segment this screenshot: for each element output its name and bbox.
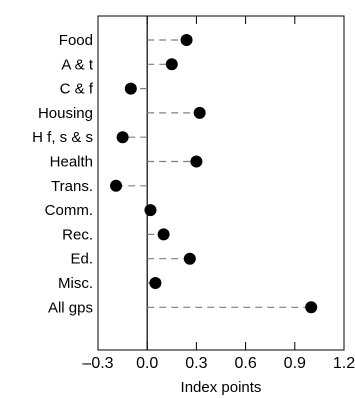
category-label: All gps — [48, 299, 93, 316]
category-label: C & f — [60, 81, 94, 98]
category-label: Rec. — [62, 226, 93, 243]
plot-frame — [97, 15, 345, 351]
x-axis-title: Index points — [181, 379, 262, 396]
data-point — [157, 228, 170, 241]
data-point — [116, 131, 129, 144]
data-point — [144, 204, 157, 217]
data-point — [305, 301, 318, 314]
data-point — [190, 155, 203, 168]
data-point — [193, 106, 206, 119]
data-points — [110, 34, 318, 314]
x-tick-label: 0.0 — [136, 355, 158, 372]
category-label: Housing — [38, 105, 93, 122]
x-tick-label: 0.6 — [234, 355, 256, 372]
data-point — [180, 34, 193, 46]
x-tick-label: –0.3 — [82, 355, 113, 372]
category-label: Misc. — [58, 275, 93, 292]
category-label: Health — [50, 154, 93, 171]
data-point — [110, 179, 123, 192]
category-label: Trans. — [51, 178, 93, 195]
x-tick-labels: –0.3 0.0 0.3 0.6 0.9 1.2 — [82, 355, 355, 372]
category-label: H f, s & s — [32, 129, 93, 146]
category-label: Ed. — [70, 251, 93, 268]
top-ticks — [97, 16, 345, 24]
data-point — [183, 252, 196, 265]
x-tick-label: 0.3 — [185, 355, 207, 372]
category-labels: Food A & t C & f Housing H f, s & s Health Tra… — [32, 32, 94, 316]
data-point — [165, 58, 178, 71]
data-point — [149, 277, 162, 289]
x-tick-label: 1.2 — [333, 355, 355, 372]
category-label: A & t — [61, 56, 94, 73]
category-label: Comm. — [45, 202, 93, 219]
leader-lines — [116, 39, 312, 308]
category-label: Food — [59, 32, 93, 49]
bottom-ticks — [97, 342, 345, 350]
data-point — [124, 82, 137, 95]
x-tick-label: 0.9 — [284, 355, 306, 372]
